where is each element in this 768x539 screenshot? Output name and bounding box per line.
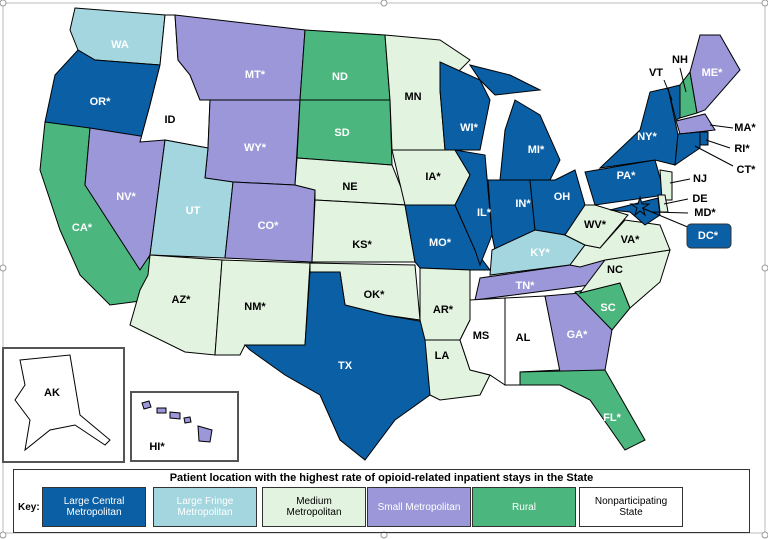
- state-label: AK: [44, 387, 60, 399]
- legend-title: Patient location with the highest rate o…: [169, 472, 594, 484]
- legend-key: Rural: [472, 487, 576, 527]
- legend-key: Nonparticipating State: [579, 487, 683, 527]
- state-label: MT*: [245, 69, 266, 81]
- state-label: AZ*: [172, 294, 192, 306]
- state-shape: [14, 354, 111, 452]
- state-label: ID: [165, 114, 176, 126]
- state-label: FL*: [603, 412, 621, 424]
- legend-key: Small Metropolitan: [367, 487, 471, 527]
- state-label: TX: [338, 360, 353, 372]
- state-label: PA*: [617, 170, 636, 182]
- legend-key: Large Central Metropolitan: [42, 487, 146, 527]
- state-shape: [197, 425, 213, 443]
- state-label: WY*: [244, 142, 267, 154]
- states: [39, 7, 741, 461]
- state-shape: [468, 64, 542, 96]
- state-label: NH: [672, 54, 688, 66]
- state-label: UT: [186, 205, 201, 217]
- state-label: IL*: [477, 207, 492, 219]
- state-shape: [598, 87, 679, 169]
- state-label: MS: [473, 330, 490, 342]
- state-shape: [454, 149, 493, 267]
- state-shape: [183, 416, 192, 424]
- state-shape: [629, 195, 651, 217]
- state-shape: [156, 407, 167, 414]
- legend-key: Medium Metropolitan: [262, 487, 366, 527]
- state-label: NY*: [637, 131, 657, 143]
- state-shape: [169, 411, 181, 420]
- state-label: VT: [649, 67, 663, 79]
- state-label: WV*: [584, 219, 607, 231]
- state-shape: [519, 369, 646, 451]
- state-shape: [499, 99, 561, 181]
- state-label: SC: [600, 302, 615, 314]
- state-label: NM*: [244, 301, 266, 313]
- state-label: KS*: [352, 239, 372, 251]
- state-label: ND: [332, 71, 348, 83]
- state-shape: [174, 14, 306, 101]
- state-label: OK*: [364, 289, 386, 301]
- state-label: WA: [111, 39, 129, 51]
- key-label: Key:: [18, 502, 40, 513]
- state-label: NE: [342, 181, 357, 193]
- state-label: MD*: [694, 207, 716, 219]
- state-label: AR*: [433, 304, 454, 316]
- state-label: VA*: [621, 234, 640, 246]
- state-label: NV*: [116, 191, 136, 203]
- state-shape: [659, 169, 673, 201]
- state-shape: [141, 400, 152, 410]
- state-label: CT*: [737, 164, 757, 176]
- state-label: ME*: [702, 67, 724, 79]
- state-shape: [674, 131, 701, 167]
- state-label: MN: [404, 91, 421, 103]
- state-label: HI*: [149, 441, 165, 453]
- state-label: TN*: [516, 280, 536, 292]
- state-label: CO*: [258, 220, 280, 232]
- state-label: CA*: [72, 222, 93, 234]
- state-label: NC: [607, 264, 623, 276]
- inset-shapes: [14, 354, 213, 452]
- legend: Patient location with the highest rate o…: [13, 469, 750, 533]
- state-shape: [689, 34, 741, 114]
- state-shape: [311, 199, 416, 263]
- state-labels: WA OR* CA* NV* ID MT* WY* UT CO* AZ* NM* ND SD NE KS* O…: [44, 39, 756, 453]
- state-label: MA*: [734, 122, 756, 134]
- state-label: OR*: [90, 96, 112, 108]
- state-shape: [243, 271, 431, 461]
- state-label: OH: [554, 191, 571, 203]
- state-label: GA*: [567, 329, 589, 341]
- state-shape: [675, 113, 716, 135]
- state-label: SD: [334, 127, 349, 139]
- state-label: RI*: [734, 143, 750, 155]
- dc-label-box: [686, 223, 732, 249]
- state-shape: [584, 159, 666, 206]
- state-label: NJ: [693, 173, 707, 185]
- leader-lines: [641, 67, 734, 229]
- state-label: IN*: [515, 198, 531, 210]
- state-shape: [564, 204, 629, 249]
- legend-key: Large Fringe Metropolitan: [153, 487, 257, 527]
- state-label: IA*: [425, 171, 441, 183]
- state-label: MO*: [429, 237, 452, 249]
- state-shape: [299, 29, 391, 101]
- state-label: LA: [435, 350, 450, 362]
- state-label: DC*: [698, 230, 719, 242]
- state-shape: [699, 131, 709, 146]
- state-label: KY*: [530, 247, 550, 259]
- state-label: DE: [692, 193, 707, 205]
- state-label: AL: [516, 332, 531, 344]
- state-label: WI*: [460, 122, 478, 134]
- state-label: MI*: [528, 144, 545, 156]
